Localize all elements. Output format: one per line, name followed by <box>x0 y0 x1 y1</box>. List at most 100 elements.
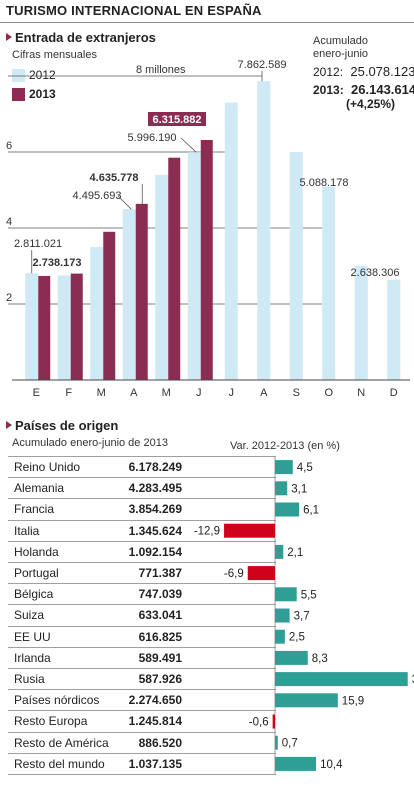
variation-value-label: 3,1 <box>291 483 307 495</box>
x-tick-label: E <box>33 387 40 399</box>
variation-value-label: 8,3 <box>312 653 328 665</box>
variation-bar-positive <box>275 460 293 475</box>
variation-value-label: -6,9 <box>224 568 244 580</box>
accumulated-2012-value: 25.078.123 <box>350 64 414 79</box>
x-tick-label: N <box>357 387 365 399</box>
bar-2012 <box>155 174 169 380</box>
country-name: Resto del mundo <box>14 756 105 771</box>
country-visitors: 1.345.624 <box>128 523 182 538</box>
accumulated-2013-label: 2013: <box>313 83 344 97</box>
bar-2012 <box>90 247 104 380</box>
x-tick-label: A <box>260 387 268 399</box>
legend-swatch-2013 <box>12 88 25 101</box>
x-tick-label: M <box>162 387 171 399</box>
accumulated-2013-value: 26.143.614 <box>351 82 414 97</box>
variation-value-label: 15,9 <box>342 695 364 707</box>
x-tick-label: F <box>65 387 72 399</box>
table-rule <box>8 604 276 606</box>
bar-2012 <box>289 152 303 380</box>
section-heading-origin-text: Países de origen <box>15 418 119 433</box>
variation-value-label: 0,7 <box>282 738 298 750</box>
variation-value-label: 2,1 <box>287 547 303 559</box>
country-name: Rusia <box>14 672 45 686</box>
variation-bar-positive <box>275 735 278 750</box>
accumulated-2013-change: (+4,25%) <box>346 97 396 111</box>
legend-label-2013: 2013 <box>29 87 56 101</box>
country-name: Resto Europa <box>14 714 88 729</box>
chart-subtitle: Cifras mensuales <box>12 49 97 61</box>
country-name: Alemania <box>14 481 65 496</box>
section-heading-entries-text: Entrada de extranjeros <box>15 30 156 45</box>
country-name: Países nórdicos <box>14 693 100 708</box>
x-tick-label: M <box>97 387 106 399</box>
country-name: Suiza <box>14 608 45 623</box>
country-visitors: 1.037.135 <box>128 756 182 771</box>
bar-2012 <box>57 275 71 380</box>
value-label: 2.738.173 <box>33 257 82 269</box>
accumulated-label-line2: enero-junio <box>313 48 369 60</box>
bar-2013 <box>38 275 51 380</box>
x-tick-label: S <box>293 387 300 399</box>
country-visitors: 1.092.154 <box>128 544 182 559</box>
bar-2012 <box>387 279 401 380</box>
bar-2012 <box>257 81 271 380</box>
variation-value-label: 3,7 <box>294 611 310 623</box>
country-name: Francia <box>14 502 55 517</box>
table-subtitle: Acumulado enero-junio de 2013 <box>12 437 168 449</box>
value-label: 2.638.306 <box>351 267 400 279</box>
country-visitors: 6.178.249 <box>128 460 182 474</box>
variation-value-label: 5,5 <box>301 589 317 601</box>
accumulated-2012-label: 2012: <box>313 65 344 79</box>
country-name: EE UU <box>14 629 51 644</box>
country-visitors: 4.283.495 <box>128 481 182 496</box>
table-rule <box>8 625 276 627</box>
bar-2013 <box>135 203 148 380</box>
table-rule <box>8 540 276 542</box>
value-label-box <box>148 112 206 126</box>
country-visitors: 886.520 <box>138 735 182 750</box>
variation-value-label: -0,6 <box>249 717 269 729</box>
table-rule <box>8 731 276 733</box>
value-label-leader <box>180 137 197 153</box>
bullet-triangle-icon <box>6 33 12 41</box>
country-visitors: 633.041 <box>138 608 182 623</box>
value-label: 2.811.021 <box>14 238 62 250</box>
page-title: TURISMO INTERNACIONAL EN ESPAÑA <box>6 3 262 18</box>
table-rule <box>8 689 276 691</box>
value-label-leader <box>117 195 132 210</box>
accumulated-label: Acumulado enero-junio <box>313 35 368 61</box>
variation-bar-positive <box>275 481 288 496</box>
table-rule <box>8 583 276 585</box>
variation-bar-negative <box>272 714 275 729</box>
bar-2012 <box>25 273 39 380</box>
variation-bar-negative <box>224 523 275 538</box>
value-label: 6.315.882 <box>153 114 202 126</box>
bar-2012 <box>322 186 336 380</box>
table-rule <box>8 646 276 648</box>
country-name: Italia <box>14 523 40 538</box>
accumulated-2012: 2012: 25.078.123 <box>313 64 414 79</box>
variation-bar-negative <box>247 566 275 581</box>
accumulated-2013: 2013: 26.143.614 <box>313 82 414 97</box>
x-tick-label: D <box>390 387 398 399</box>
country-name: Bélgica <box>14 587 54 602</box>
bar-2013 <box>200 139 213 380</box>
bar-2013 <box>168 157 181 380</box>
country-visitors: 587.926 <box>138 672 182 686</box>
y-tick-label: 8 millones <box>136 64 186 76</box>
country-name: Irlanda <box>14 650 51 665</box>
country-visitors: 616.825 <box>138 629 182 644</box>
variation-bar-positive <box>275 672 408 687</box>
table-rule <box>8 668 276 669</box>
x-tick-label: J <box>196 387 202 399</box>
variation-bar-positive <box>275 650 308 665</box>
y-tick-label: 2 <box>6 292 12 304</box>
bar-2012 <box>354 266 368 380</box>
variation-bar-positive <box>275 544 284 559</box>
table-rule <box>8 519 276 521</box>
value-label: 5.996.190 <box>128 132 177 144</box>
bar-2012 <box>187 152 201 380</box>
variation-value-label: 33,6 <box>412 674 414 686</box>
variation-value-label: -12,9 <box>194 526 220 538</box>
